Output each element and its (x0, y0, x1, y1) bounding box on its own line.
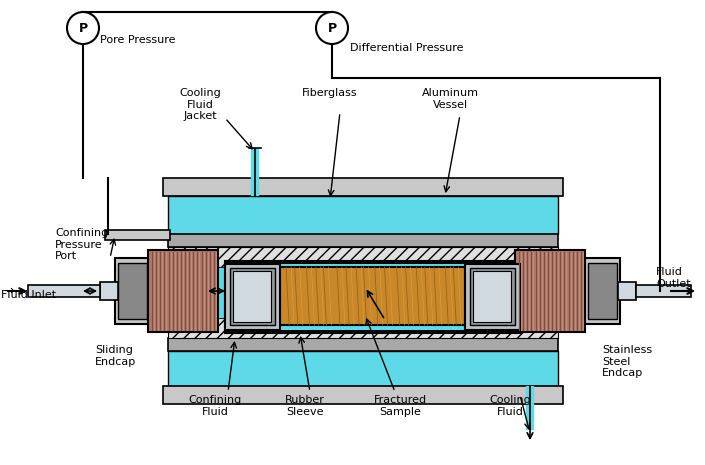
Bar (168, 196, 558, 234)
Bar (280, 267, 465, 325)
Bar (28, 285, 100, 297)
Bar (100, 282, 118, 300)
Bar (163, 178, 563, 196)
Text: Cooling
Fluid
Jacket: Cooling Fluid Jacket (179, 88, 221, 121)
Text: Rubber
Sleeve: Rubber Sleeve (285, 395, 325, 417)
Text: P: P (327, 21, 336, 34)
Text: Sliding
Endcap: Sliding Endcap (95, 345, 136, 366)
Bar (168, 338, 558, 351)
Bar (118, 263, 147, 319)
Bar (230, 268, 275, 325)
Text: Aluminum
Vessel: Aluminum Vessel (422, 88, 479, 110)
Text: Confining
Fluid: Confining Fluid (188, 395, 242, 417)
Bar (168, 234, 558, 247)
Bar (618, 282, 636, 300)
Bar (585, 258, 620, 324)
Text: Differential Pressure: Differential Pressure (350, 43, 463, 53)
Bar (465, 264, 520, 330)
Text: Confining
Pressure
Port: Confining Pressure Port (55, 228, 109, 261)
Text: Fiberglass: Fiberglass (302, 88, 358, 98)
Bar (228, 264, 517, 330)
Bar (515, 250, 585, 332)
Text: Fluid
Outlet: Fluid Outlet (656, 267, 691, 289)
Bar (115, 258, 150, 324)
Bar (168, 351, 558, 386)
Bar (225, 261, 520, 333)
Text: Cooling
Fluid: Cooling Fluid (489, 395, 531, 417)
Bar (163, 386, 563, 404)
Bar (105, 230, 170, 240)
Bar (636, 285, 691, 297)
Circle shape (316, 12, 348, 44)
Text: Fractured
Sample: Fractured Sample (374, 395, 427, 417)
Bar (225, 264, 280, 330)
Circle shape (67, 12, 99, 44)
Bar (168, 267, 558, 318)
Text: →: → (3, 285, 13, 298)
Text: Stainless
Steel
Endcap: Stainless Steel Endcap (602, 345, 652, 378)
Text: P: P (78, 21, 87, 34)
Bar (168, 247, 558, 267)
Bar (470, 268, 515, 325)
Bar (148, 250, 218, 332)
Bar (168, 318, 558, 338)
Bar (233, 271, 271, 322)
Text: Pore Pressure: Pore Pressure (100, 35, 176, 45)
Text: Fluid Inlet: Fluid Inlet (1, 290, 56, 300)
Bar (473, 271, 511, 322)
Bar (588, 263, 617, 319)
